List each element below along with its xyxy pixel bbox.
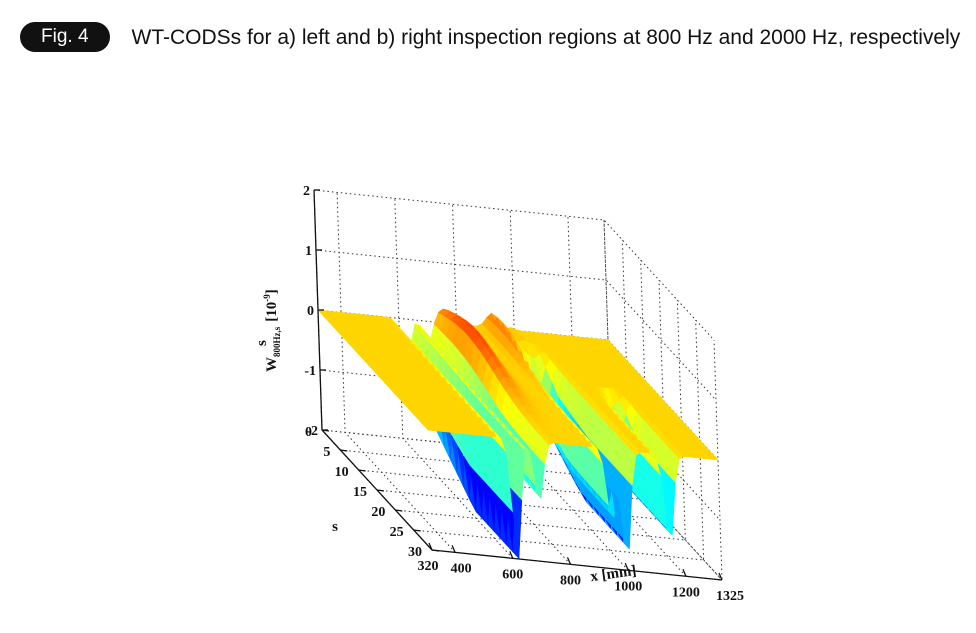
chart-surface	[317, 308, 719, 560]
x-tick-label: 800	[560, 573, 581, 588]
x-axis-line	[431, 549, 723, 581]
s-tick-mark	[376, 489, 385, 492]
x-tick-label: 320	[418, 559, 439, 574]
x-tick-mark	[566, 557, 572, 565]
z-label-sup: s	[254, 340, 270, 346]
y-axis-label: s	[332, 519, 338, 535]
z-axis-label: W800Hz,s [10-9]	[262, 289, 282, 372]
s-tick-label: 0	[305, 425, 312, 440]
x-tick-label: 1325	[716, 589, 744, 604]
x-tick-mark	[718, 572, 723, 581]
s-tick-label: 5	[323, 445, 330, 460]
s-tick-mark	[395, 509, 403, 512]
x-tick-mark	[428, 542, 433, 551]
figure-caption: Fig. 4 WT-CODSs for a) left and b) right …	[20, 18, 965, 58]
z-tick-label: 0	[307, 304, 314, 319]
s-tick-label: 30	[408, 545, 422, 560]
x-tick-label: 400	[451, 561, 472, 576]
x-tick-mark	[509, 551, 514, 559]
z-tick-label: -2	[306, 424, 318, 439]
z-label-sub: 800Hz,s	[272, 326, 282, 357]
x-tick-mark	[682, 569, 687, 577]
x-tick-label: 600	[502, 567, 523, 582]
z-label-unit: [10	[264, 302, 280, 322]
x-tick-label: 1000	[614, 579, 642, 594]
x-tick-label: 1200	[672, 585, 700, 600]
surface-patch	[706, 452, 719, 461]
x-tick-mark	[451, 545, 456, 553]
figure-label-badge: Fig. 4	[20, 22, 110, 52]
figure-caption-text: WT-CODSs for a) left and b) right inspec…	[131, 26, 961, 49]
s-tick-label: 25	[390, 525, 404, 540]
z-tick-label: 1	[305, 244, 312, 259]
s-tick-mark	[413, 529, 421, 532]
z-tick-label: 2	[303, 184, 310, 199]
z-label-main: W	[264, 357, 280, 372]
s-tick-mark	[358, 469, 366, 472]
s-tick-mark	[321, 429, 330, 432]
x-axis-label: x [mm]	[589, 563, 637, 585]
s-tick-label: 10	[335, 465, 349, 480]
x-tick-mark	[624, 563, 629, 571]
z-label-unit-close: ]	[264, 289, 280, 294]
s-tick-label: 20	[371, 505, 385, 520]
z-tick-label: -1	[304, 364, 316, 379]
s-tick-mark	[340, 449, 348, 452]
s-tick-mark	[431, 549, 440, 552]
z-label-unit-exp: -9	[262, 294, 272, 302]
s-tick-label: 15	[353, 485, 367, 500]
